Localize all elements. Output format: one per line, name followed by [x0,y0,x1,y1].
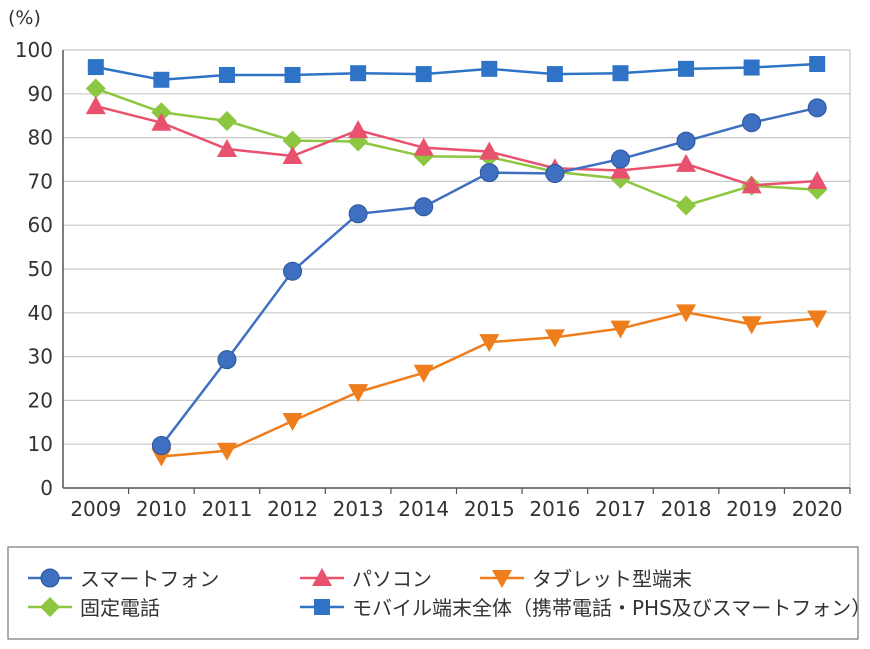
series-line [95,104,818,187]
data-point [350,65,367,82]
x-tick-label: 2012 [267,497,318,521]
x-tick-label: 2018 [661,497,712,521]
y-tick-label: 90 [28,82,53,106]
legend-item: タブレット型端末 [480,567,692,591]
series-3 [85,78,828,216]
data-point [676,304,697,323]
data-point [153,71,170,88]
legend-marker-icon [314,599,330,615]
data-point [479,141,500,160]
data-point [151,436,171,456]
data-point [85,96,106,115]
x-tick-label: 2013 [333,497,384,521]
legend-marker-icon [40,568,60,588]
x-tick-label: 2019 [726,497,777,521]
x-tick-label: 2011 [202,497,253,521]
data-point [807,310,828,329]
data-point [807,98,827,118]
data-point [741,175,762,194]
x-tick-label: 2014 [398,497,449,521]
legend-item: パソコン [300,567,432,591]
data-point [348,120,369,139]
y-tick-label: 80 [28,126,53,150]
y-tick-label: 60 [28,213,53,237]
series-4 [87,56,826,88]
legend-marker-icon [492,570,512,588]
data-point [610,149,630,169]
data-point [676,131,696,151]
x-tick-label: 2010 [136,497,187,521]
series-line [95,62,818,82]
x-tick-label: 2016 [529,497,580,521]
data-point [676,195,697,216]
x-tick-label: 2017 [595,497,646,521]
data-point [479,334,500,353]
legend-box [7,546,859,640]
data-point [413,364,434,383]
data-point [676,153,697,172]
legend-label: パソコン [352,567,432,591]
y-tick-label: 50 [28,257,53,281]
y-tick-label: 20 [28,388,53,412]
x-tick-label: 2015 [464,497,515,521]
legend-label: タブレット型端末 [532,567,692,591]
data-point [85,78,106,99]
data-point [217,350,237,370]
y-axis-unit-label: (%) [8,7,41,29]
data-point [678,60,695,77]
data-point [216,442,237,461]
data-point [544,329,565,348]
data-point [282,412,303,431]
x-tick-label: 2009 [70,497,121,521]
series-1 [85,96,828,194]
data-point [348,204,368,224]
data-point [218,66,235,83]
data-point [348,384,369,403]
legend-item: モバイル端末全体（携帯電話・PHS及びスマートフォン） [300,596,870,620]
y-tick-label: 30 [28,345,53,369]
y-tick-label: 10 [28,432,53,456]
data-point [151,112,172,131]
data-point [283,261,303,281]
legend-marker-icon [40,597,60,617]
legend-item: 固定電話 [28,596,160,620]
data-point [807,170,828,189]
y-tick-label: 40 [28,301,53,325]
data-point [481,60,498,77]
legend-marker-icon [312,568,332,586]
data-point [743,59,760,76]
data-point [216,110,237,131]
series-line [161,311,818,458]
data-point [809,56,826,73]
legend-label: モバイル端末全体（携帯電話・PHS及びスマートフォン） [352,596,870,620]
x-tick-label: 2020 [792,497,843,521]
data-point [216,138,237,157]
data-point [610,320,631,339]
data-point [284,66,301,83]
data-point [282,130,303,151]
series-line [95,87,818,207]
legend-item: スマートフォン [28,567,219,591]
data-point [546,66,563,83]
data-point [282,145,303,164]
data-point [742,113,762,133]
series-0 [151,98,827,456]
data-point [479,163,499,183]
y-tick-label: 70 [28,169,53,193]
legend-label: スマートフォン [80,567,219,591]
data-point [415,66,432,83]
data-point [414,197,434,217]
data-point [612,65,629,82]
data-point [151,102,172,123]
y-tick-label: 0 [40,476,53,500]
legend-label: 固定電話 [80,596,160,620]
data-point [87,59,104,76]
data-point [741,316,762,335]
data-point [413,137,434,156]
y-tick-label: 100 [15,38,53,62]
series-2 [151,304,828,467]
data-point [610,160,631,179]
data-point [545,164,565,184]
